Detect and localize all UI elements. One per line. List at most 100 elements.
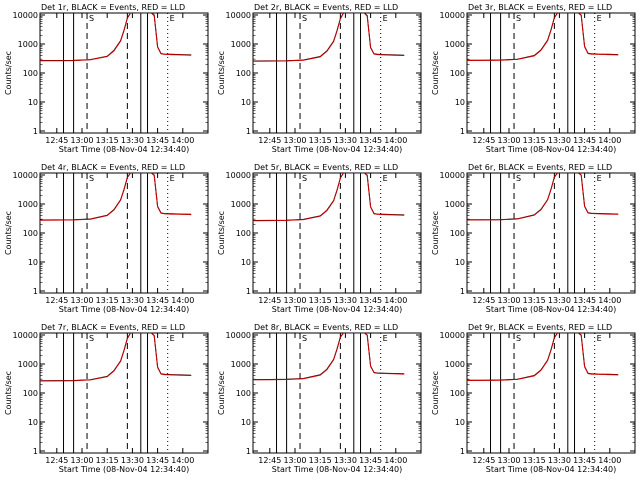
y-axis-label: Counts/sec: [4, 371, 13, 415]
lld-series-line: [40, 13, 192, 62]
panel-det-5: Det 5r, BLACK = Events, RED = LLD 1 10 100 1…: [217, 163, 422, 314]
y-tick-label: 1000: [231, 360, 251, 369]
x-tick-label: 14:00: [598, 456, 621, 465]
chart-title: Det 5r, BLACK = Events, RED = LLD: [254, 163, 398, 172]
x-axis-label: Start Time (08-Nov-04 12:34:40): [272, 145, 402, 154]
panel-det-4: Det 4r, BLACK = Events, RED = LLD 1 10 100 1…: [4, 163, 209, 314]
series-group: [467, 13, 619, 61]
y-tick-label: 10000: [440, 331, 465, 340]
y-tick-label: 1: [33, 127, 38, 136]
y-tick-label: 10: [241, 258, 251, 267]
y-tick-label: 1000: [18, 360, 38, 369]
annotation-e: E: [170, 174, 175, 183]
annotation-s: S: [302, 14, 307, 23]
x-axis-label: Start Time (08-Nov-04 12:34:40): [272, 305, 402, 314]
x-axis-label: Start Time (08-Nov-04 12:34:40): [272, 465, 402, 474]
panel-det-8: Det 8r, BLACK = Events, RED = LLD 1 10 100 1…: [217, 323, 422, 474]
y-tick-label: 100: [23, 229, 38, 238]
y-tick-label: 1: [460, 447, 465, 456]
annotation-e: E: [383, 14, 388, 23]
annotation-e: E: [170, 334, 175, 343]
x-tick-label: 12:45: [258, 136, 281, 145]
x-tick-label: 13:00: [283, 296, 306, 305]
lld-series-line: [253, 333, 405, 381]
marker-lines: [490, 333, 596, 453]
panel-det-9: Det 9r, BLACK = Events, RED = LLD 1 10 100 1…: [431, 323, 636, 474]
y-tick-label: 10: [455, 418, 465, 427]
chart-title: Det 6r, BLACK = Events, RED = LLD: [468, 163, 612, 172]
lld-series-line: [40, 333, 192, 382]
y-tick-label: 1: [246, 127, 251, 136]
y-axis-label: Counts/sec: [431, 211, 440, 255]
annotation-s: S: [516, 14, 521, 23]
events-series-line: [467, 333, 619, 381]
lld-series-line: [467, 173, 619, 221]
series-group: [467, 333, 619, 381]
marker-lines: [276, 173, 382, 293]
x-tick-label: 12:45: [258, 456, 281, 465]
chart-title: Det 8r, BLACK = Events, RED = LLD: [254, 323, 398, 332]
x-tick-label: 12:45: [472, 136, 495, 145]
x-tick-label: 13:15: [96, 296, 119, 305]
x-tick-label: 13:45: [359, 296, 382, 305]
events-series-line: [467, 13, 619, 61]
y-tick-label: 100: [236, 229, 251, 238]
marker-lines: [63, 13, 169, 133]
y-axis-label: Counts/sec: [217, 211, 226, 255]
y-tick-label: 10: [241, 418, 251, 427]
x-tick-label: 13:15: [309, 456, 332, 465]
y-tick-label: 10000: [13, 171, 38, 180]
x-tick-label: 13:30: [121, 456, 144, 465]
x-tick-label: 13:00: [497, 456, 520, 465]
y-tick-label: 1000: [18, 40, 38, 49]
x-tick-label: 13:45: [359, 456, 382, 465]
chart-title: Det 4r, BLACK = Events, RED = LLD: [41, 163, 185, 172]
y-tick-label: 1: [246, 447, 251, 456]
marker-lines: [276, 13, 382, 133]
x-tick-label: 13:45: [146, 456, 169, 465]
series-group: [253, 13, 405, 62]
y-tick-label: 100: [23, 69, 38, 78]
annotation-e: E: [597, 334, 602, 343]
x-tick-label: 13:00: [497, 296, 520, 305]
series-group: [467, 173, 619, 221]
annotation-s: S: [302, 174, 307, 183]
events-series-line: [40, 333, 192, 382]
chart-title: Det 9r, BLACK = Events, RED = LLD: [468, 323, 612, 332]
annotation-s: S: [89, 14, 94, 23]
y-tick-label: 1: [460, 287, 465, 296]
annotation-s: S: [89, 334, 94, 343]
x-tick-label: 14:00: [598, 296, 621, 305]
panel-det-2: Det 2r, BLACK = Events, RED = LLD 1 10 100 1…: [217, 3, 422, 154]
x-tick-label: 13:30: [548, 296, 571, 305]
y-tick-label: 100: [236, 389, 251, 398]
chart-title: Det 1r, BLACK = Events, RED = LLD: [41, 3, 185, 12]
x-tick-label: 13:00: [70, 456, 93, 465]
y-axis-label: Counts/sec: [4, 211, 13, 255]
y-tick-label: 100: [236, 69, 251, 78]
events-series-line: [40, 173, 192, 221]
chart-title: Det 2r, BLACK = Events, RED = LLD: [254, 3, 398, 12]
events-series-line: [253, 13, 405, 62]
x-tick-label: 13:45: [146, 296, 169, 305]
x-tick-label: 13:30: [334, 296, 357, 305]
y-tick-label: 10: [241, 98, 251, 107]
y-tick-label: 100: [23, 389, 38, 398]
y-tick-label: 1000: [231, 40, 251, 49]
y-tick-label: 1000: [231, 200, 251, 209]
annotation-s: S: [302, 334, 307, 343]
events-series-line: [253, 173, 405, 221]
x-tick-label: 13:30: [548, 136, 571, 145]
panel-det-6: Det 6r, BLACK = Events, RED = LLD 1 10 100 1…: [431, 163, 636, 314]
y-tick-label: 10000: [440, 11, 465, 20]
x-tick-label: 13:15: [523, 296, 546, 305]
series-group: [40, 13, 192, 62]
y-tick-label: 10000: [226, 171, 251, 180]
x-tick-label: 12:45: [45, 456, 68, 465]
x-tick-label: 13:45: [359, 136, 382, 145]
y-tick-label: 1: [246, 287, 251, 296]
y-tick-label: 1: [33, 287, 38, 296]
series-group: [253, 173, 405, 222]
x-axis-label: Start Time (08-Nov-04 12:34:40): [486, 305, 616, 314]
x-tick-label: 14:00: [384, 456, 407, 465]
